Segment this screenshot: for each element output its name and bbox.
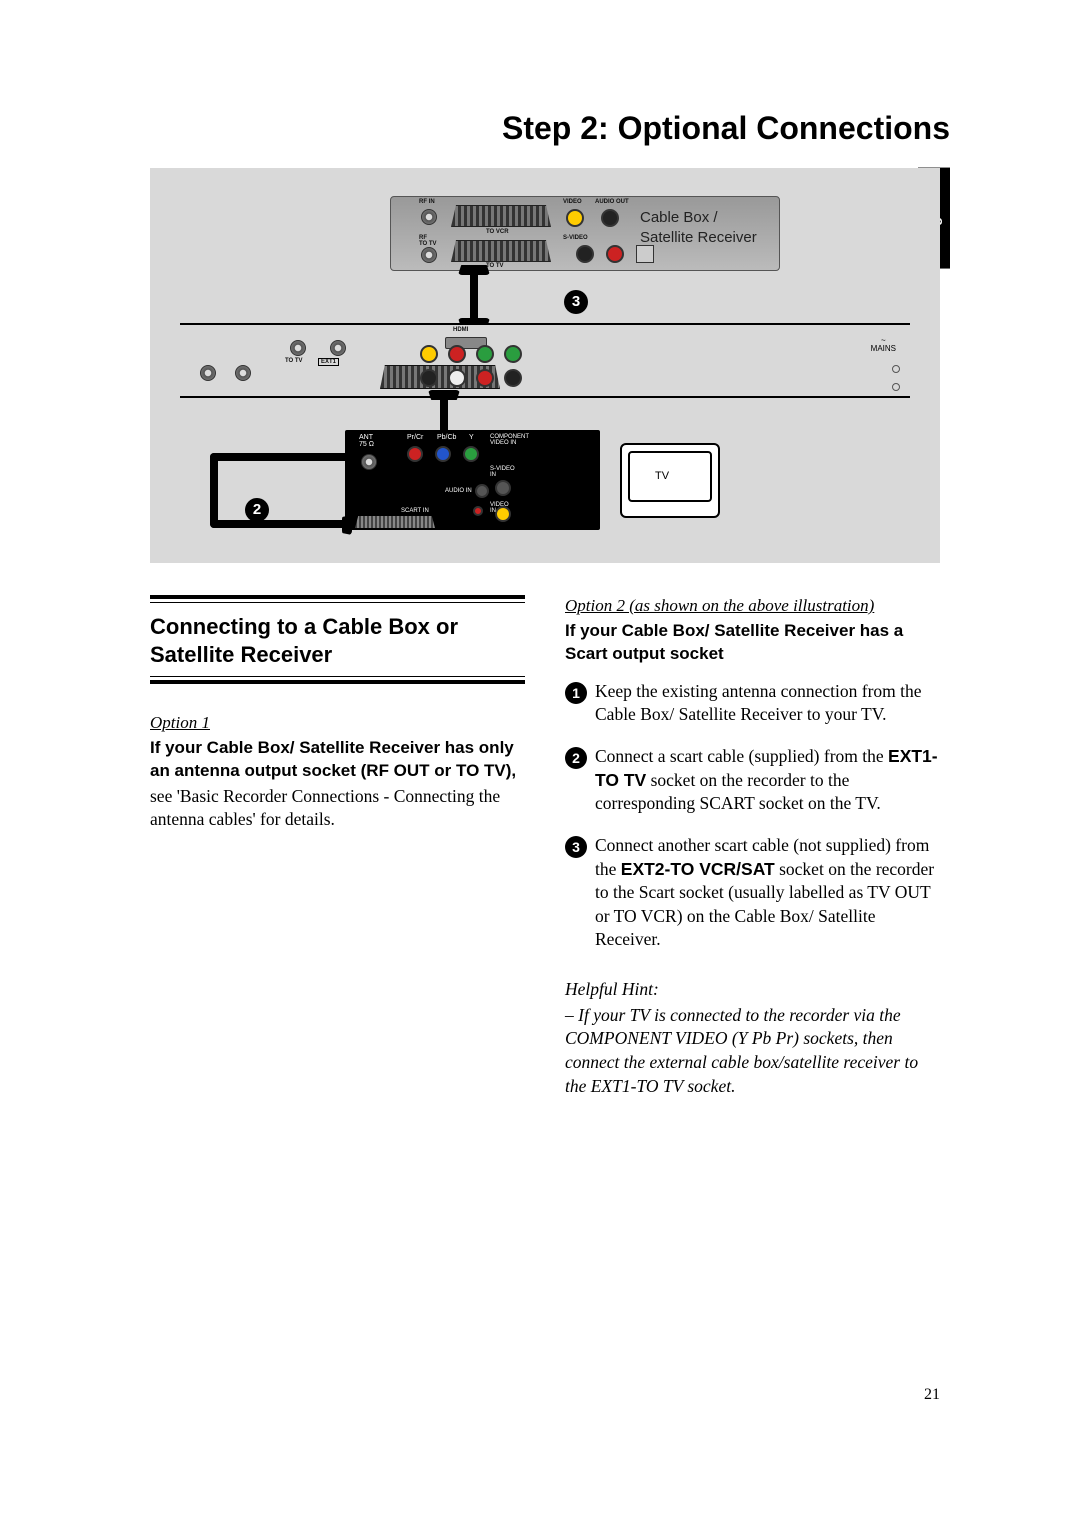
scart-port bbox=[451, 240, 551, 262]
pb-port bbox=[435, 446, 451, 462]
video-in-port bbox=[495, 506, 511, 522]
step-1: 1 Keep the existing antenna connection f… bbox=[565, 680, 940, 727]
audio-port bbox=[476, 369, 494, 387]
ant-in-port bbox=[361, 454, 377, 470]
connection-diagram: RF IN TO VCR RF TO TV TO TV VIDEO AUDIO … bbox=[150, 168, 940, 563]
tv-label: TV bbox=[655, 470, 669, 482]
audio-port bbox=[448, 369, 466, 387]
scart-cable bbox=[470, 266, 478, 326]
option-2-subhead: If your Cable Box/ Satellite Receiver ha… bbox=[565, 620, 940, 666]
rule bbox=[150, 676, 525, 677]
port-label: Y bbox=[469, 434, 474, 441]
callout-3: 3 bbox=[564, 290, 588, 314]
ant-port bbox=[330, 340, 346, 356]
port-label: TO VCR bbox=[486, 229, 509, 235]
port-label: RF TO TV bbox=[419, 235, 437, 247]
y-port bbox=[463, 446, 479, 462]
tv-icon bbox=[620, 443, 720, 518]
scart-cable bbox=[210, 453, 218, 528]
option-1-label: Option 1 bbox=[150, 712, 525, 735]
power-port bbox=[636, 245, 654, 263]
cable-box-label: Cable Box / Satellite Receiver bbox=[640, 208, 757, 247]
rule bbox=[150, 595, 525, 599]
port-label: EXT1 bbox=[318, 358, 339, 366]
port-label: S-VIDEO IN bbox=[490, 466, 515, 478]
port-label: S-VIDEO bbox=[563, 235, 588, 241]
step-2: 2 Connect a scart cable (supplied) from … bbox=[565, 745, 940, 816]
rf-out-port bbox=[421, 247, 437, 263]
rule bbox=[150, 602, 525, 603]
port-label: TO TV bbox=[285, 358, 303, 364]
port-label: Pr/Cr bbox=[407, 434, 423, 441]
right-column: Option 2 (as shown on the above illustra… bbox=[565, 595, 940, 1098]
scart-plug bbox=[458, 265, 490, 275]
rf-in-port bbox=[421, 209, 437, 225]
rule bbox=[150, 680, 525, 684]
scart-port bbox=[451, 205, 551, 227]
scart-cable bbox=[210, 520, 350, 528]
port-label: HDMI bbox=[453, 327, 468, 333]
video-out-port bbox=[566, 209, 584, 227]
ypbpr-port bbox=[504, 345, 522, 363]
port-label: ANT 75 Ω bbox=[359, 434, 374, 448]
port-label: Pb/Cb bbox=[437, 434, 456, 441]
step-2-text: Connect a scart cable (supplied) from th… bbox=[595, 745, 940, 816]
mains-label: ~ MAINS bbox=[871, 337, 896, 353]
ypbpr-port bbox=[448, 345, 466, 363]
screw-icon bbox=[892, 383, 900, 391]
tv-connector-panel: ANT 75 Ω Pr/Cr Pb/Cb Y COMPONENT VIDEO I… bbox=[345, 430, 600, 530]
page-title: Step 2: Optional Connections bbox=[502, 110, 950, 147]
option-2-label: Option 2 (as shown on the above illustra… bbox=[565, 595, 940, 618]
callout-2: 2 bbox=[245, 498, 269, 522]
port-label: RF IN bbox=[419, 199, 435, 205]
left-column: Connecting to a Cable Box or Satellite R… bbox=[150, 595, 525, 1098]
text: Connect a scart cable (supplied) from th… bbox=[595, 746, 888, 766]
audio-out-port bbox=[601, 209, 619, 227]
svideo-port bbox=[576, 245, 594, 263]
screw-icon bbox=[892, 365, 900, 373]
ant-port bbox=[290, 340, 306, 356]
audio-in-port bbox=[475, 484, 489, 498]
hint-label: Helpful Hint: bbox=[565, 978, 940, 1002]
step-number-icon: 1 bbox=[565, 682, 587, 704]
ypbpr-port bbox=[476, 345, 494, 363]
audio-r-port bbox=[473, 506, 483, 516]
step-1-text: Keep the existing antenna connection fro… bbox=[595, 680, 940, 727]
bold-text: EXT2-TO VCR/SAT bbox=[621, 859, 775, 879]
port-label: SCART IN bbox=[401, 508, 429, 514]
step-3: 3 Connect another scart cable (not suppl… bbox=[565, 834, 940, 952]
page-number: 21 bbox=[924, 1386, 940, 1404]
port-label: VIDEO bbox=[563, 199, 582, 205]
recorder-device: TO TV EXT1 HDMI ~ MAINS bbox=[180, 323, 910, 398]
scart-in-port bbox=[355, 516, 435, 528]
coax-port bbox=[504, 369, 522, 387]
svideo-in-port bbox=[495, 480, 511, 496]
text: Keep the existing antenna connection fro… bbox=[595, 681, 922, 725]
section-heading: Connecting to a Cable Box or Satellite R… bbox=[150, 613, 525, 668]
option-1-body: see 'Basic Recorder Connections - Connec… bbox=[150, 785, 525, 832]
ant-port bbox=[200, 365, 216, 381]
step-3-text: Connect another scart cable (not supplie… bbox=[595, 834, 940, 952]
svideo-port bbox=[420, 369, 438, 387]
port-label: AUDIO IN bbox=[445, 488, 472, 494]
step-number-icon: 3 bbox=[565, 836, 587, 858]
content-columns: Connecting to a Cable Box or Satellite R… bbox=[150, 595, 940, 1098]
scart-plug bbox=[428, 390, 460, 400]
ant-port bbox=[235, 365, 251, 381]
audio-port bbox=[606, 245, 624, 263]
port-label: TO TV bbox=[486, 263, 504, 269]
pr-port bbox=[407, 446, 423, 462]
cvbs-port bbox=[420, 345, 438, 363]
hint-body: – If your TV is connected to the recorde… bbox=[565, 1004, 940, 1099]
port-label: COMPONENT VIDEO IN bbox=[490, 434, 529, 446]
tv-screen bbox=[628, 451, 712, 502]
port-label: AUDIO OUT bbox=[595, 199, 629, 205]
option-1-subhead: If your Cable Box/ Satellite Receiver ha… bbox=[150, 737, 525, 783]
step-number-icon: 2 bbox=[565, 747, 587, 769]
